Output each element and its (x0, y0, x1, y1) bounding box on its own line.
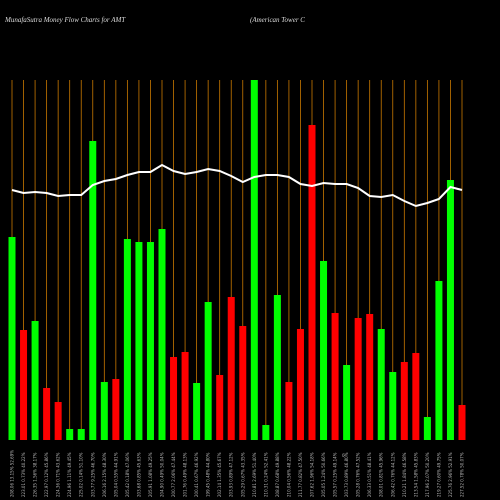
x-tick-label: 226.35 1.56% 38.17% (33, 452, 38, 497)
bar (296, 329, 304, 440)
bar (435, 281, 443, 440)
bar (343, 365, 351, 440)
bar (320, 261, 328, 440)
x-tick-label: 210.81 2.69% 51.40% (252, 452, 257, 497)
bar (262, 425, 270, 440)
bar (66, 429, 74, 440)
x-tick-label: 203.68 0.85% 45.63% (136, 452, 141, 497)
x-tick-label: 210.04 0.56% 48.22% (286, 452, 291, 497)
bar (31, 321, 39, 440)
annotation: 0 (342, 453, 345, 458)
x-tick-label: 205.42 0.18% 47.06% (125, 452, 130, 497)
bar (412, 353, 420, 440)
x-tick-label: 211.77 0.82% 47.50% (298, 452, 303, 497)
x-tick-label: 210.21 1.84% 46.58% (402, 452, 407, 497)
x-tick-label: 205.29 0.67% 43.35% (240, 452, 245, 497)
x-tick-label: 223.01 0.73% 40.22% (21, 452, 26, 497)
x-tick-label: 219.27 0.60% 49.75% (436, 452, 441, 497)
x-tick-label: 199.45 0.48% 44.80% (206, 452, 211, 497)
bar (250, 80, 258, 440)
x-tick-label: 203.73 0.89% 46.80% (344, 452, 349, 497)
x-tick-label: 207.62 1.96% 54.18% (310, 452, 315, 497)
bar (458, 405, 466, 440)
bar (239, 326, 247, 440)
bar (366, 314, 374, 440)
bar (389, 372, 397, 440)
x-tick-label: 200.41 0.67% 46.92% (194, 452, 199, 497)
x-tick-label: 213.54 1.58% 45.83% (413, 452, 418, 497)
bar (331, 313, 339, 440)
bar (204, 302, 212, 440)
x-tick-label: 202.14 1.35% 45.67% (217, 452, 222, 497)
x-tick-label: 206.33 0.51% 48.41% (367, 452, 372, 497)
x-tick-label: 224.96 1.11% 49.45% (67, 452, 72, 497)
bar (193, 383, 201, 440)
x-tick-label: 205.57 0.25% 49.14% (333, 452, 338, 497)
bar (377, 329, 385, 440)
bar (8, 237, 16, 440)
x-tick-label: 204.90 0.49% 50.04% (160, 452, 165, 497)
bar (285, 382, 293, 440)
bar (158, 229, 166, 440)
x-tick-label: 225.02 0.14% 51.10% (79, 452, 84, 497)
bar (146, 242, 154, 440)
x-tick-label: 205.91 1.08% 49.25% (148, 452, 153, 497)
bar (181, 352, 189, 440)
bar (112, 379, 120, 440)
x-tick-label: 210.31 0.24% 52.41% (263, 452, 268, 497)
bar (54, 402, 62, 440)
x-tick-label: 206.42 0.76% 44.12% (390, 452, 395, 497)
x-tick-label: 217.96 2.07% 50.20% (425, 452, 430, 497)
chart-subtitle: (American Tower C (250, 16, 305, 24)
bar (100, 382, 108, 440)
x-tick-label: 222.97 0.12% 45.86% (44, 452, 49, 497)
price-line (11, 163, 463, 208)
bar (20, 330, 28, 440)
bar (446, 180, 454, 440)
x-tick-label: 201.76 0.49% 48.13% (183, 452, 188, 497)
bar (273, 295, 281, 440)
bar (423, 417, 431, 440)
x-tick-label: 203.77 9.25% 46.70% (90, 452, 95, 497)
bar (308, 125, 316, 440)
bar (227, 297, 235, 440)
x-tick-label: 205.28 0.76% 47.52% (356, 452, 361, 497)
x-tick-label: 208.01 0.81% 45.96% (379, 452, 384, 497)
bar (400, 362, 408, 440)
x-tick-label: 208.87 0.68% 49.88% (275, 452, 280, 497)
x-tick-label: 225.76 2.96% 52.91% (448, 452, 453, 497)
bar (43, 388, 51, 440)
x-tick-label: 205.04 0.55% 44.91% (113, 452, 118, 497)
x-tick-label: 208.06 13.15% 52.69% (10, 450, 15, 497)
x-tick-label: 224.36 0.71% 43.62% (56, 452, 61, 497)
bar (89, 141, 97, 440)
bar (170, 357, 178, 440)
x-tick-label: 200.77 2.06% 47.44% (171, 452, 176, 497)
bar (135, 242, 143, 440)
bar (77, 429, 85, 440)
bar (216, 375, 224, 440)
x-tick-label: 227.52 0.78% 50.07% (460, 452, 465, 497)
x-tick-label: 203.93 0.89% 47.12% (229, 452, 234, 497)
bar (123, 239, 131, 440)
x-tick-label: 205.05 1.24% 50.66% (321, 452, 326, 497)
chart-title: MunafaSutra Money Flow Charts for AMT (4, 16, 126, 24)
x-tick-label: 206.16 2.15% 48.30% (102, 452, 107, 497)
bar (354, 318, 362, 440)
